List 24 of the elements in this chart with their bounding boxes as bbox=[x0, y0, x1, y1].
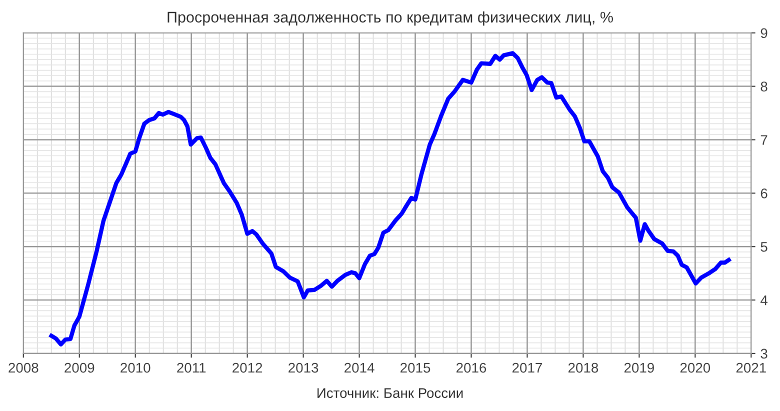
x-tick-label: 2018 bbox=[568, 362, 598, 373]
x-tick-label: 2008 bbox=[8, 362, 38, 373]
x-tick-label: 2015 bbox=[400, 362, 430, 373]
x-tick-label: 2010 bbox=[120, 362, 150, 373]
y-tick-label: 5 bbox=[760, 242, 768, 252]
text: Источник: Банк России bbox=[318, 388, 463, 398]
x-tick-label: 2012 bbox=[232, 362, 262, 373]
x-tick-label: 2019 bbox=[624, 362, 654, 373]
x-tick-label: 2009 bbox=[64, 362, 94, 373]
x-tick-label: 2017 bbox=[512, 362, 542, 373]
x-tick-label: 2021 bbox=[736, 362, 766, 373]
chart-title: Просроченная задолженность по кредитам физических лиц, % bbox=[168, 11, 613, 26]
y-tick-label: 9 bbox=[760, 28, 768, 38]
y-tick-label: 4 bbox=[760, 296, 768, 306]
line-series bbox=[49, 51, 731, 346]
x-tick-label: 2011 bbox=[177, 362, 206, 373]
x-tick-label: 2016 bbox=[456, 362, 486, 373]
x-tick-label: 2020 bbox=[680, 362, 710, 373]
y-tick-label: 7 bbox=[760, 135, 768, 145]
y-tick-label: 6 bbox=[760, 188, 768, 198]
x-tick-label: 2013 bbox=[288, 362, 318, 373]
y-tick-label: 8 bbox=[760, 82, 768, 92]
y-tick-label: 3 bbox=[760, 348, 768, 359]
x-tick-label: 2014 bbox=[344, 362, 374, 373]
